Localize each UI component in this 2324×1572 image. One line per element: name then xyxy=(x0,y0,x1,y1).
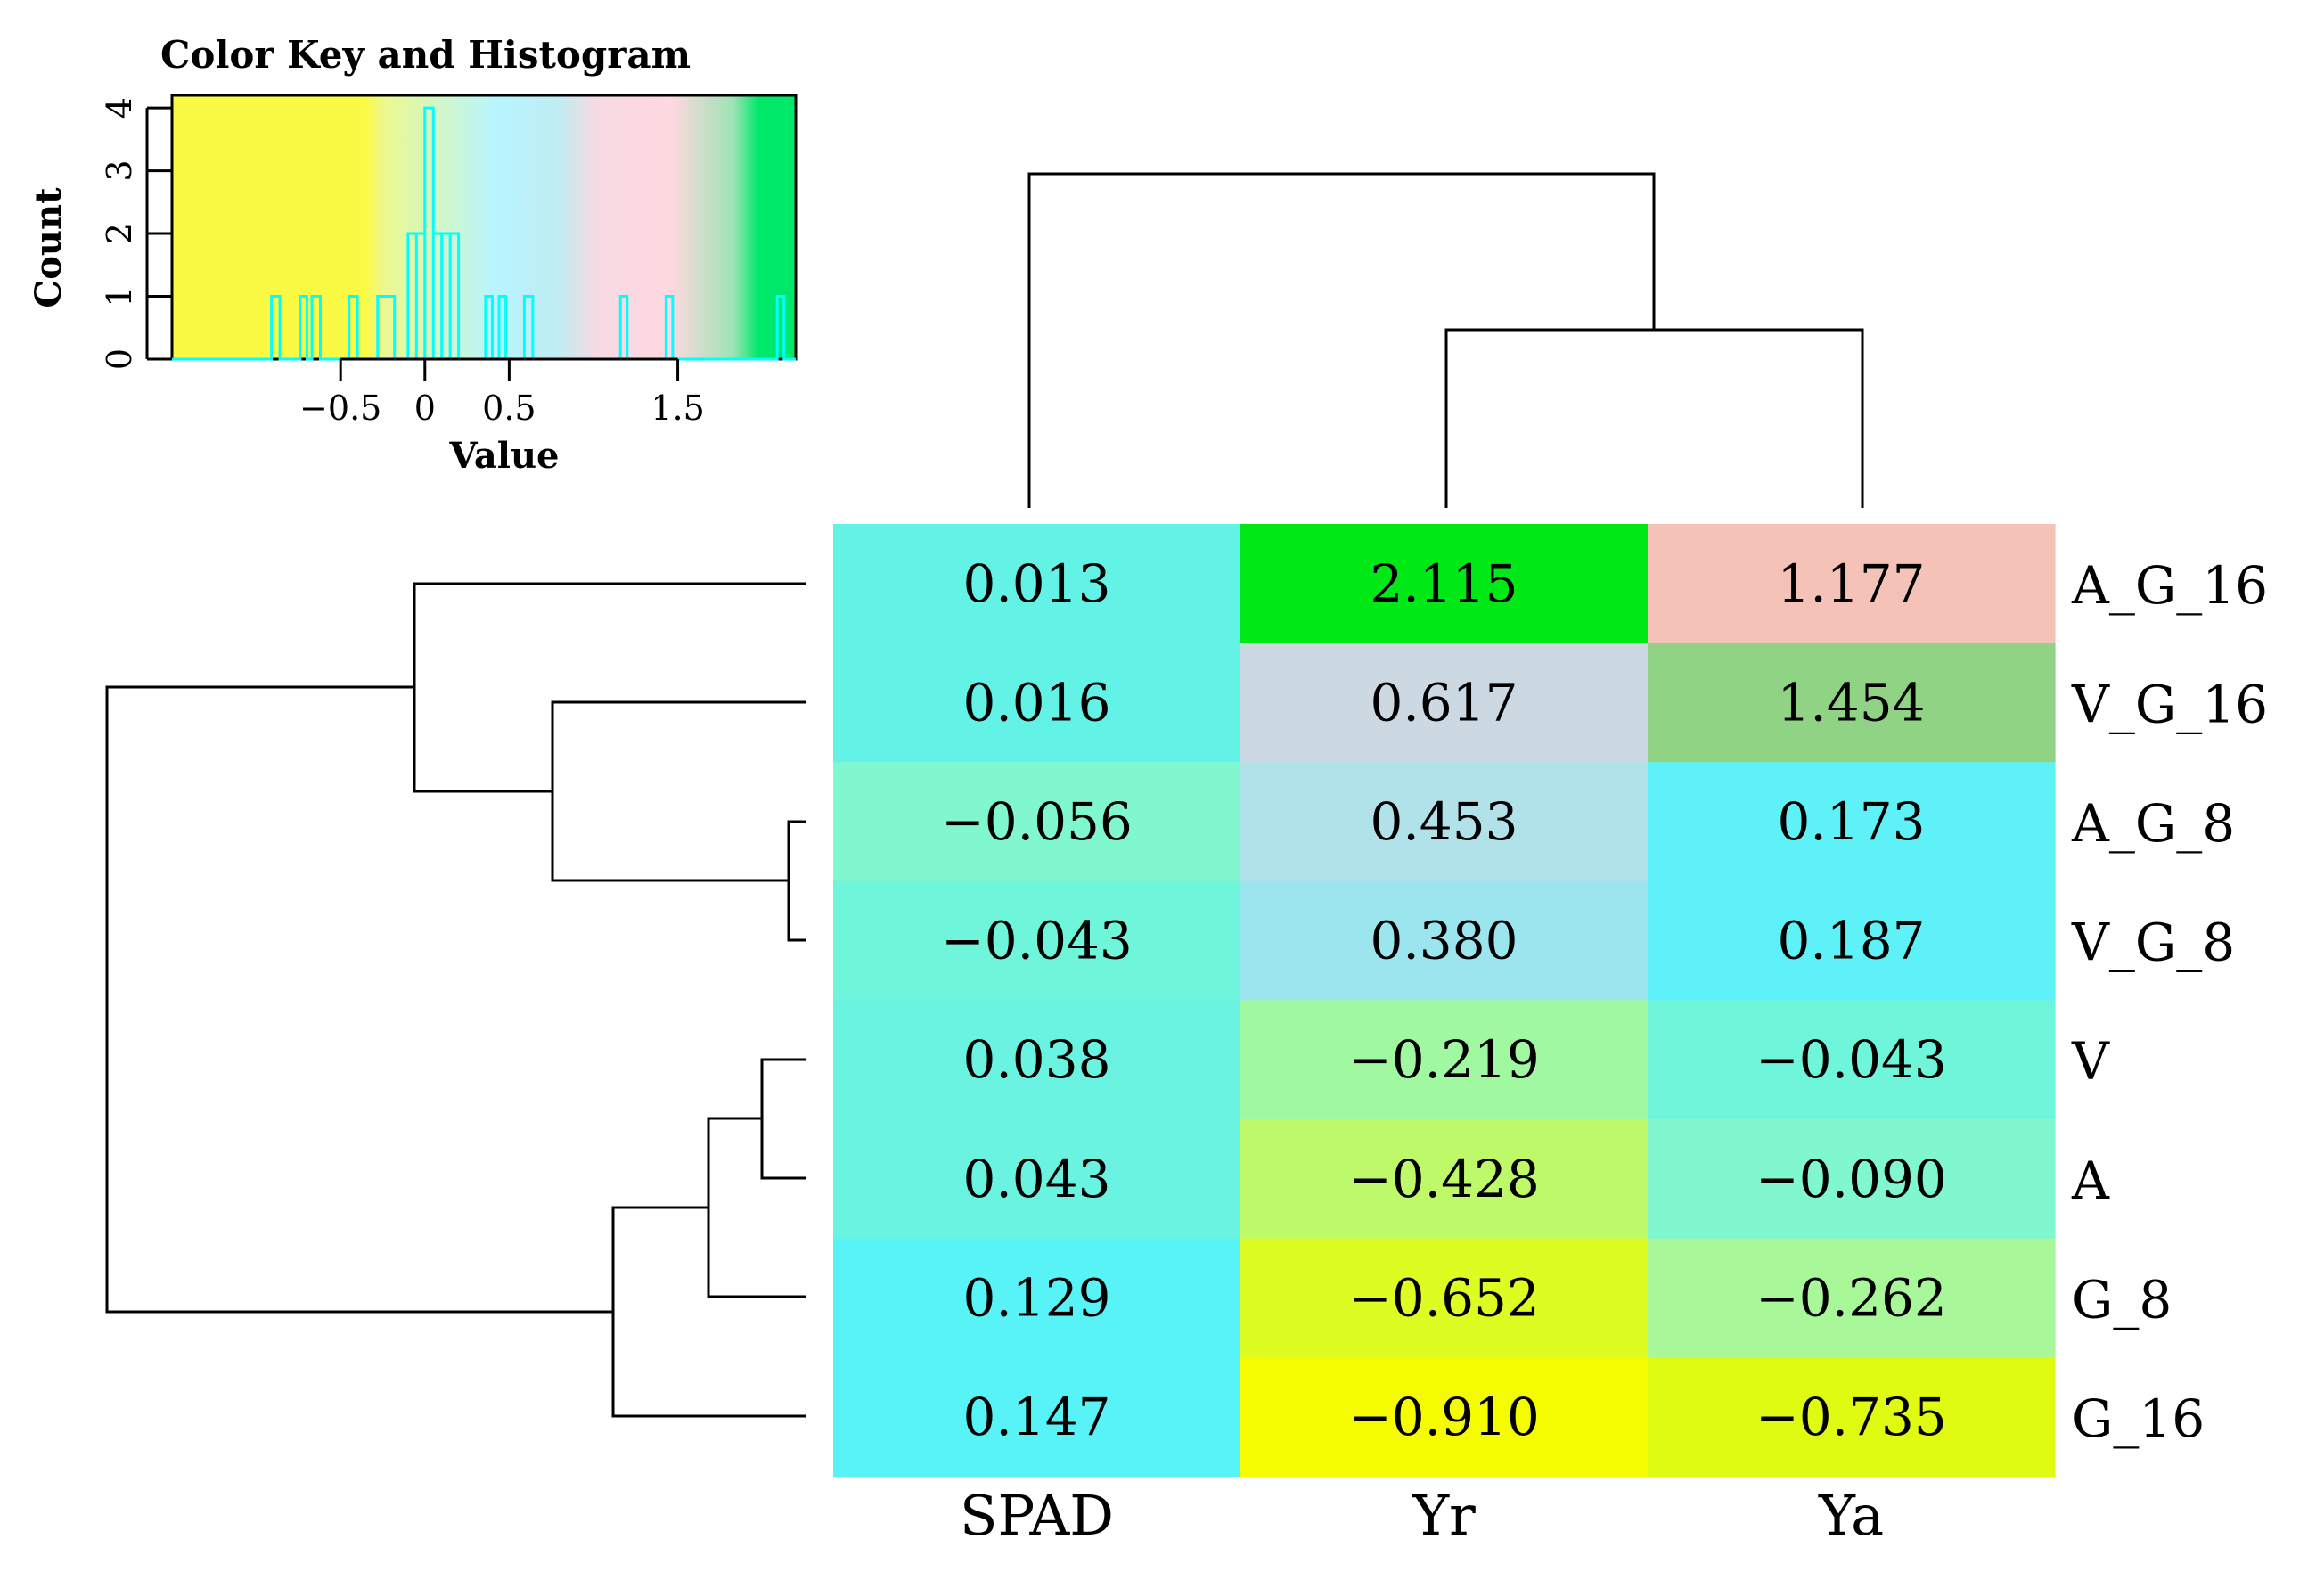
color-key-gradient xyxy=(172,95,796,359)
cell-a_g_8-ya xyxy=(1648,762,2056,882)
cell-a_g_8-spad xyxy=(833,762,1241,882)
cell-a_g_16-ya xyxy=(1648,524,2056,644)
cell-value-v_g_8-yr: 0.380 xyxy=(1370,911,1518,971)
row-dendro-branch-va-g8 xyxy=(707,1117,806,1298)
col-dendro-branch-root xyxy=(1027,172,1656,508)
cell-a-yr xyxy=(1240,1119,1649,1240)
cell-value-a-spad: 0.043 xyxy=(962,1149,1110,1209)
color-key-ylabel: Count xyxy=(28,187,70,308)
cell-value-v_g_16-yr: 0.617 xyxy=(1370,672,1518,733)
cell-v-yr xyxy=(1240,1000,1649,1120)
cell-a_g_16-yr xyxy=(1240,524,1649,644)
cell-value-g_8-yr: −0.652 xyxy=(1348,1267,1540,1328)
cell-value-g_8-spad: 0.129 xyxy=(962,1267,1110,1328)
row-label-a_g_16: A_G_16 xyxy=(2071,555,2268,616)
color-key-x-tick-label: 1.5 xyxy=(651,389,704,428)
row-label-g_8: G_8 xyxy=(2072,1269,2172,1330)
cell-value-a_g_16-spad: 0.013 xyxy=(962,553,1110,614)
cell-value-v-spad: 0.038 xyxy=(962,1029,1110,1090)
row-dendro-branch-root xyxy=(105,685,613,1314)
column-label-yr: Yr xyxy=(1412,1483,1476,1548)
cell-v_g_8-ya xyxy=(1648,880,2056,1001)
color-key-histogram-line xyxy=(172,106,796,361)
row-label-v: V xyxy=(2071,1031,2110,1092)
color-key: Color Key and Histogram 0 1 2 3 4 −0.5 0 0.5 1.… xyxy=(28,33,798,477)
color-key-y-tick-label: 2 xyxy=(100,223,139,244)
row-label-v_g_8: V_G_8 xyxy=(2071,913,2235,973)
cell-a-spad xyxy=(833,1119,1241,1240)
color-key-x-tick-label: −0.5 xyxy=(299,389,381,428)
row-dendrogram xyxy=(105,582,806,1418)
cell-value-a_g_16-ya: 1.177 xyxy=(1777,553,1925,614)
row-label-a: A xyxy=(2071,1150,2110,1211)
cell-g_8-ya xyxy=(1648,1238,2056,1358)
cell-v_g_16-spad xyxy=(833,643,1241,763)
cell-value-a-yr: −0.428 xyxy=(1348,1149,1540,1209)
cell-value-a_g_8-ya: 0.173 xyxy=(1777,791,1925,852)
cell-value-g_16-ya: −0.735 xyxy=(1755,1387,1947,1447)
cell-value-v-yr: −0.219 xyxy=(1348,1029,1540,1090)
color-key-x-tick-label: 0 xyxy=(414,389,436,428)
cell-value-g_16-spad: 0.147 xyxy=(962,1387,1110,1447)
color-key-y-tick-label: 1 xyxy=(100,285,139,307)
cell-value-g_8-ya: −0.262 xyxy=(1755,1267,1947,1328)
column-labels: SPAD Yr Ya xyxy=(960,1483,1884,1548)
column-label-spad: SPAD xyxy=(960,1483,1114,1548)
column-dendrogram xyxy=(1027,172,1864,508)
color-key-y-axis: 0 1 2 3 4 xyxy=(100,97,172,370)
cell-value-v_g_8-spad: −0.043 xyxy=(941,911,1133,971)
cell-v_g_8-yr xyxy=(1240,880,1649,1001)
cell-value-v_g_8-ya: 0.187 xyxy=(1777,911,1925,971)
column-label-ya: Ya xyxy=(1818,1483,1884,1548)
cell-value-v_g_16-spad: 0.016 xyxy=(962,672,1110,733)
col-dendro-branch-yr-ya xyxy=(1444,328,1864,508)
cell-value-a_g_8-yr: 0.453 xyxy=(1370,791,1518,852)
row-dendro-branch-ag16-group xyxy=(413,582,806,793)
cell-value-v_g_16-ya: 1.454 xyxy=(1777,672,1925,733)
color-key-title: Color Key and Histogram xyxy=(160,33,691,77)
color-key-y-tick-label: 4 xyxy=(100,97,139,119)
cell-v-ya xyxy=(1648,1000,2056,1120)
row-dendro-branch-ag8-vg8 xyxy=(787,820,806,942)
color-key-x-axis: −0.5 0 0.5 1.5 xyxy=(299,357,705,428)
cell-a_g_16-spad xyxy=(833,524,1241,644)
cell-value-a-ya: −0.090 xyxy=(1755,1149,1947,1209)
color-key-xlabel: Value xyxy=(448,435,559,477)
row-label-v_g_16: V_G_16 xyxy=(2071,674,2268,734)
row-label-g_16: G_16 xyxy=(2072,1388,2205,1449)
color-key-y-tick-label: 3 xyxy=(100,160,139,181)
row-labels: A_G_16 V_G_16 A_G_8 V_G_8 VA G_8 G_16 xyxy=(2071,555,2268,1449)
color-key-histogram xyxy=(172,106,796,361)
row-label-a_g_8: A_G_8 xyxy=(2071,793,2235,854)
cell-value-a_g_8-spad: −0.056 xyxy=(941,791,1133,852)
heatmap-cells: 0.013 2.115 1.177 0.016 0.617 1.454 −0.056 0.45… xyxy=(833,524,2056,1478)
cell-v_g_8-spad xyxy=(833,880,1241,1001)
row-dendro-branch-vg16-group xyxy=(551,700,806,882)
cell-value-g_16-yr: −0.910 xyxy=(1348,1387,1540,1447)
cell-a_g_8-yr xyxy=(1240,762,1649,882)
cell-g_8-yr xyxy=(1240,1238,1649,1358)
color-key-x-tick-label: 0.5 xyxy=(482,389,536,428)
cell-v_g_16-yr xyxy=(1240,643,1649,763)
cell-g_16-yr xyxy=(1240,1357,1649,1478)
color-key-y-tick-label: 0 xyxy=(100,348,139,370)
row-dendro-branch-v-a xyxy=(760,1058,806,1180)
cell-g_16-spad xyxy=(833,1357,1241,1478)
cell-g_8-spad xyxy=(833,1238,1241,1358)
cell-v_g_16-ya xyxy=(1648,643,2056,763)
cell-a-ya xyxy=(1648,1119,2056,1240)
cell-g_16-ya xyxy=(1648,1357,2056,1478)
cell-value-a_g_16-yr: 2.115 xyxy=(1370,553,1518,614)
cell-v-spad xyxy=(833,1000,1241,1120)
cell-value-v-ya: −0.043 xyxy=(1755,1029,1947,1090)
